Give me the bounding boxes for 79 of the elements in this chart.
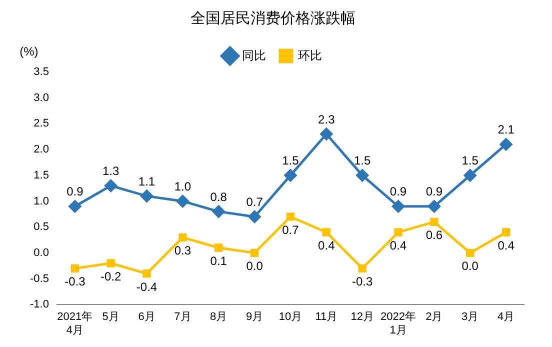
data-label: 0.7 [282,223,300,238]
y-tick-label: 1.5 [34,169,49,182]
point [284,169,297,182]
x-tick-label: 3月 [462,311,479,324]
point [250,248,259,257]
y-tick-label: 3.5 [34,66,49,78]
point [68,200,82,213]
y-tick-label: -1.0 [30,298,49,311]
point [106,259,115,268]
data-label: 0.0 [246,259,264,274]
y-tick-label: -0.5 [30,272,49,285]
data-label: 0.8 [210,190,228,204]
y-tick-label: 0.5 [34,221,49,234]
y-tick-label: 2.5 [34,118,49,130]
x-tick-label: 2021年 4月 [57,311,93,336]
y-tick-label: 1.0 [34,195,49,208]
data-label: 0.9 [390,184,407,199]
x-tick-label: 4月 [497,311,515,324]
legend-label: 同比 [242,48,266,62]
point [248,210,261,223]
point [286,212,295,221]
point [394,228,402,236]
data-label: 0.4 [498,238,515,253]
x-tick-label: 12月 [350,311,374,324]
point [178,233,187,242]
data-label: 0.4 [318,238,336,253]
data-label: -0.4 [136,280,158,294]
point [430,218,438,226]
data-label: 2.1 [498,122,515,137]
x-tick-label: 2022年 1月 [380,311,416,336]
data-label: 0.6 [426,228,443,242]
point [176,194,189,208]
data-label: -0.3 [64,274,86,289]
data-label: 1.5 [282,154,300,168]
data-label: 0.0 [462,259,479,274]
data-label: 0.7 [246,195,264,210]
point [356,169,369,182]
data-label: 0.1 [210,254,228,268]
chart-title: 全国居民消费价格涨跌幅 [190,10,356,28]
x-tick-label: 5月 [102,311,120,324]
data-label: -0.3 [352,274,373,289]
point [358,264,366,272]
point [464,169,476,182]
data-label: -0.2 [100,270,122,284]
point [320,128,333,140]
point [214,244,223,252]
x-tick-label: 9月 [246,311,264,324]
data-label: 2.3 [318,112,336,126]
point [140,190,154,202]
point [70,264,79,272]
point [104,179,118,192]
x-tick-label: 2月 [426,311,443,324]
data-label: 1.1 [138,174,156,188]
x-tick-label: 11月 [315,311,338,324]
x-tick-label: 8月 [210,311,228,324]
data-label: 1.3 [102,164,120,178]
point [502,228,510,236]
x-tick-label: 7月 [174,311,192,324]
point [428,200,440,213]
point [392,200,405,213]
data-label: 0.9 [66,184,84,199]
point [466,248,474,257]
data-label: 0.3 [174,244,192,258]
point [322,228,330,236]
point [212,205,225,218]
data-label: 1.5 [354,154,371,168]
y-tick-label: 0.0 [34,246,49,259]
y-tick-label: 3.0 [34,92,49,104]
point [142,270,151,278]
data-label: 1.0 [174,180,192,194]
y-tick-label: 2.0 [34,144,49,156]
point [500,138,512,151]
x-tick-label: 10月 [278,311,302,324]
data-label: 1.5 [462,154,479,168]
data-label: 0.4 [390,238,407,253]
legend-label: 环比 [298,48,322,62]
data-label: 0.9 [426,184,443,199]
x-tick-label: 6月 [138,311,156,324]
y-axis-title: (%) [20,44,38,58]
